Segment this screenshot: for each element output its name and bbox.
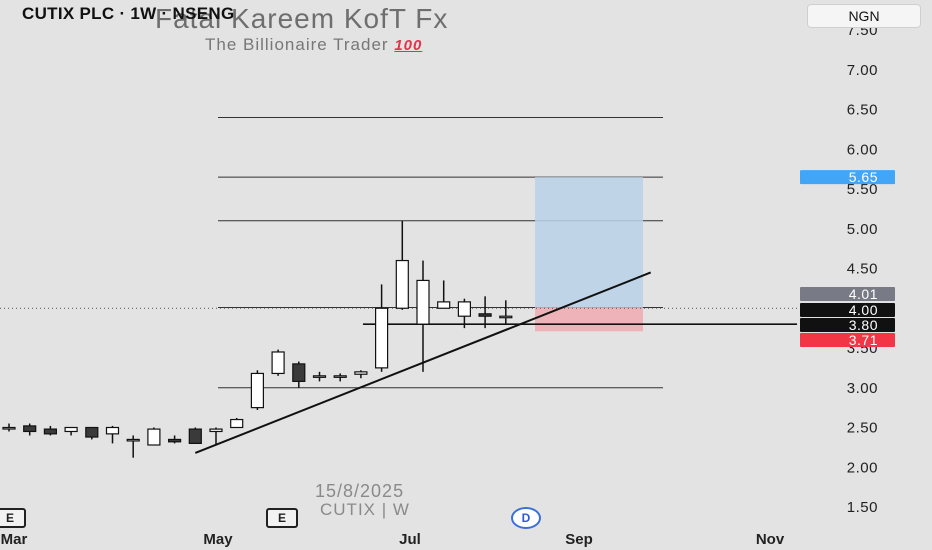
y-tick-label: 2.00 bbox=[847, 459, 878, 476]
candle bbox=[437, 280, 451, 309]
candle bbox=[375, 284, 389, 372]
candle-body bbox=[126, 438, 140, 442]
earnings-event-marker[interactable]: E bbox=[0, 508, 26, 528]
price-badge-label: 3.80 bbox=[849, 317, 878, 333]
price-badge-label: 4.00 bbox=[849, 302, 878, 318]
candle-body bbox=[478, 313, 492, 317]
candle-body bbox=[457, 301, 471, 317]
y-tick-label: 6.50 bbox=[847, 102, 878, 119]
x-tick-label: Jul bbox=[399, 531, 421, 548]
candle bbox=[333, 373, 347, 382]
candle bbox=[230, 417, 244, 429]
candle-body bbox=[188, 428, 202, 444]
candle bbox=[168, 435, 182, 444]
candle bbox=[188, 427, 202, 444]
earnings-event-marker[interactable]: E bbox=[266, 508, 298, 528]
candle bbox=[499, 300, 513, 325]
candle-body bbox=[375, 307, 389, 369]
candle-body bbox=[230, 418, 244, 429]
candle-body bbox=[2, 426, 16, 430]
candle-body bbox=[23, 425, 37, 433]
candle bbox=[105, 425, 120, 444]
profit-zone bbox=[535, 177, 643, 308]
candle bbox=[209, 427, 223, 445]
hundred-points-icon: 100 bbox=[394, 37, 423, 54]
candle bbox=[457, 298, 471, 329]
candle bbox=[271, 349, 285, 376]
candle bbox=[250, 370, 264, 411]
candle-body bbox=[168, 438, 182, 443]
y-tick-label: 1.50 bbox=[847, 499, 878, 516]
candle bbox=[312, 371, 327, 382]
candle bbox=[147, 427, 161, 446]
candle-body bbox=[437, 301, 451, 309]
candle bbox=[292, 361, 306, 388]
candle bbox=[85, 426, 99, 440]
candle bbox=[416, 260, 430, 372]
x-tick-label: Nov bbox=[756, 531, 785, 548]
x-tick-label: Mar bbox=[1, 531, 28, 548]
candle-body bbox=[333, 375, 347, 378]
price-badge-label: 5.65 bbox=[849, 169, 878, 185]
candle-body bbox=[271, 351, 285, 375]
watermark-date: 15/8/2025 bbox=[315, 481, 405, 501]
price-badge bbox=[800, 287, 895, 301]
y-tick-label: 5.50 bbox=[847, 181, 878, 198]
candle bbox=[2, 423, 16, 432]
candle-body bbox=[416, 279, 430, 325]
watermark-ticker: CUTIX | W bbox=[320, 500, 410, 519]
candle-body bbox=[43, 428, 58, 435]
price-badge-label: 3.71 bbox=[849, 332, 878, 348]
candle bbox=[354, 370, 368, 379]
candle-body bbox=[147, 428, 161, 446]
candle bbox=[126, 435, 140, 458]
candle bbox=[43, 425, 58, 436]
candle bbox=[64, 426, 78, 436]
price-badge bbox=[800, 333, 895, 347]
candle-body bbox=[395, 259, 409, 309]
candle bbox=[478, 296, 492, 329]
dividend-event-marker[interactable]: D bbox=[511, 507, 541, 529]
y-tick-label: 7.00 bbox=[847, 62, 878, 79]
watermark-subtitle: The Billionaire Trader 100 bbox=[205, 35, 423, 54]
x-tick-label: May bbox=[203, 531, 233, 548]
price-badge-label: 4.01 bbox=[849, 286, 878, 302]
loss-zone bbox=[535, 307, 643, 332]
candle-body bbox=[85, 426, 99, 438]
x-tick-label: Sep bbox=[565, 531, 593, 548]
candle-body bbox=[250, 372, 264, 409]
candle-body bbox=[64, 426, 78, 433]
y-tick-label: 2.50 bbox=[847, 420, 878, 437]
candle-body bbox=[312, 375, 327, 378]
candle bbox=[23, 423, 37, 436]
price-badge bbox=[800, 170, 895, 185]
candle-body bbox=[354, 371, 368, 375]
y-tick-label: 3.00 bbox=[847, 380, 878, 397]
symbol-title[interactable]: CUTIX PLC · 1W · NSENG bbox=[22, 4, 235, 23]
watermark-title: Fatai Kareem KofT Fx bbox=[155, 3, 449, 34]
candle-body bbox=[209, 428, 223, 433]
currency-button[interactable]: NGN bbox=[807, 4, 921, 28]
candle-body bbox=[292, 363, 306, 382]
candle-body bbox=[499, 315, 513, 319]
price-badge bbox=[800, 318, 895, 332]
y-tick-label: 4.50 bbox=[847, 261, 878, 278]
y-tick-label: 6.00 bbox=[847, 141, 878, 158]
candle-body bbox=[105, 426, 120, 435]
price-badge bbox=[800, 303, 895, 317]
y-tick-label: 5.00 bbox=[847, 221, 878, 238]
candle bbox=[395, 220, 409, 310]
